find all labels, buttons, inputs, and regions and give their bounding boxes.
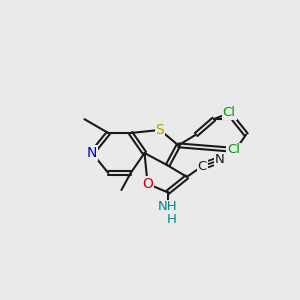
Text: Cl: Cl: [227, 143, 240, 157]
Text: C: C: [198, 160, 207, 172]
Text: O: O: [142, 177, 153, 191]
Text: N: N: [87, 146, 97, 160]
Text: S: S: [155, 123, 164, 137]
Text: Cl: Cl: [223, 106, 236, 119]
Text: N: N: [215, 154, 225, 166]
Text: H: H: [167, 213, 176, 226]
Text: NH: NH: [158, 200, 177, 213]
